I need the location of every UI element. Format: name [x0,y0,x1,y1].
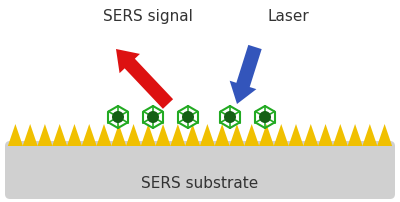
Polygon shape [111,124,126,146]
Polygon shape [333,124,348,146]
Text: SERS substrate: SERS substrate [141,177,259,191]
Polygon shape [288,124,304,146]
Polygon shape [259,124,274,146]
Polygon shape [318,124,333,146]
Polygon shape [362,124,377,146]
Polygon shape [67,124,82,146]
Circle shape [259,111,271,123]
FancyArrow shape [230,45,262,104]
Polygon shape [170,124,185,146]
Circle shape [224,111,236,123]
Polygon shape [96,124,112,146]
Polygon shape [52,124,67,146]
Polygon shape [200,124,215,146]
Polygon shape [230,124,244,146]
Polygon shape [8,124,23,146]
Polygon shape [156,124,170,146]
FancyBboxPatch shape [5,141,395,199]
Circle shape [182,111,194,123]
Text: Laser: Laser [267,9,309,24]
Polygon shape [348,124,362,146]
Polygon shape [82,124,97,146]
Polygon shape [141,124,156,146]
Circle shape [147,111,159,123]
Polygon shape [126,124,141,146]
Polygon shape [244,124,259,146]
Polygon shape [303,124,318,146]
Polygon shape [274,124,289,146]
Circle shape [112,111,124,123]
Polygon shape [185,124,200,146]
Polygon shape [215,124,230,146]
Polygon shape [377,124,392,146]
Polygon shape [23,124,38,146]
Polygon shape [38,124,52,146]
Text: SERS signal: SERS signal [103,9,193,24]
FancyArrow shape [116,49,173,109]
